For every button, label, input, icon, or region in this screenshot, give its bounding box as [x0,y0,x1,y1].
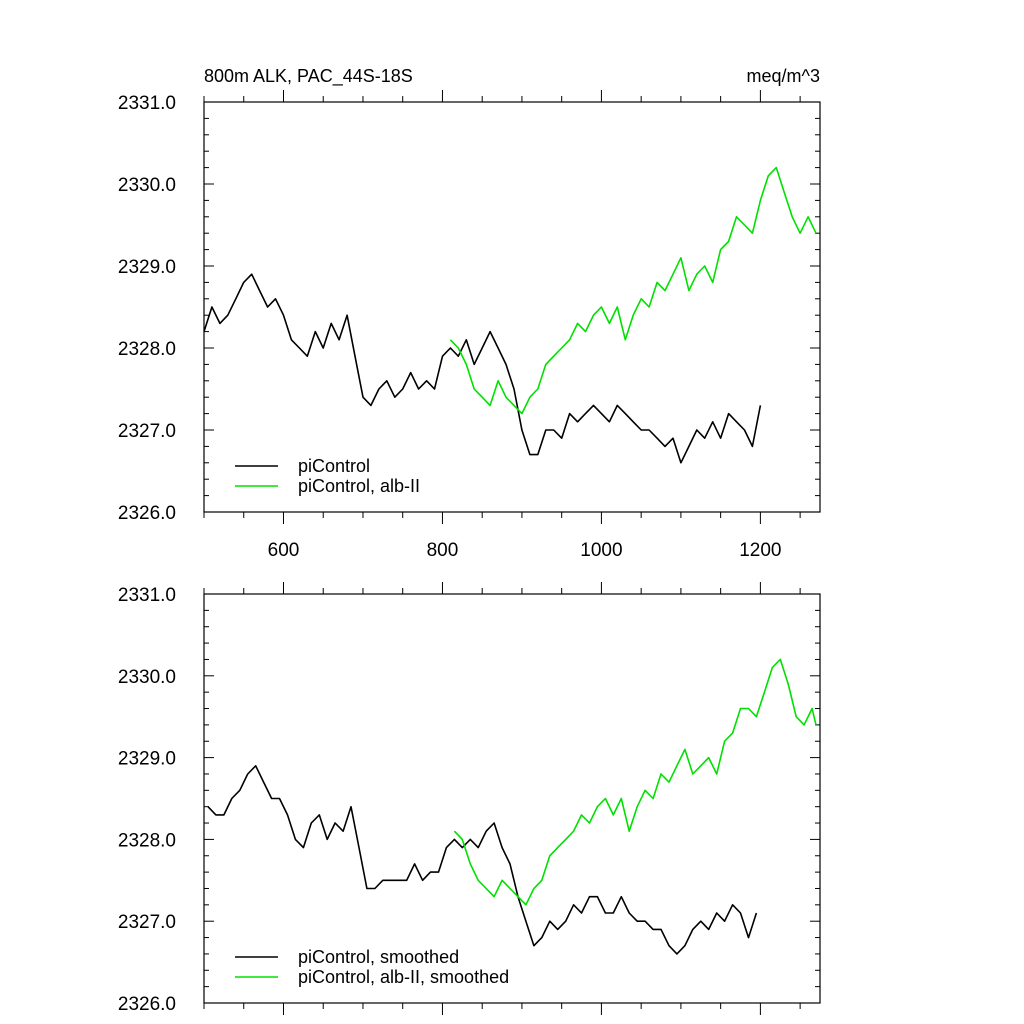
y-tick-label: 2328.0 [118,339,176,360]
x-tick-label: 1200 [739,540,781,561]
y-tick-label: 2328.0 [118,830,176,851]
top-panel-units: meq/m^3 [747,66,820,86]
top-panel: 800m ALK, PAC_44S-18S meq/m^3 2326.0 2327… [118,66,821,561]
plot-frame [203,593,821,1004]
y-tick-label: 2327.0 [118,421,176,442]
y-tick-label: 2330.0 [118,175,176,196]
series-line-picontrol-alb-ii [453,658,817,906]
plot-frame [203,101,821,513]
x-tick-label: 800 [427,540,459,561]
y-tick-label: 2331.0 [118,585,176,606]
y-tick-label: 2326.0 [118,503,176,524]
series-line-picontrol [207,764,758,955]
x-tick-label: 600 [268,540,300,561]
legend-label: piControl [298,456,370,476]
bottom-panel: 2326.0 2327.0 2328.0 2329.0 2330.0 2331.0 piCo… [118,582,821,1015]
legend-label: piControl, alb-II [298,476,420,496]
y-tick-label: 2331.0 [118,93,176,114]
y-tick-label: 2329.0 [118,257,176,278]
series-line-picontrol [203,273,762,464]
y-tick-label: 2329.0 [118,749,176,770]
y-tick-label: 2327.0 [118,912,176,933]
y-tick-label: 2330.0 [118,667,176,688]
series-line-picontrol-alb-ii [449,166,817,415]
top-panel-title: 800m ALK, PAC_44S-18S [204,66,413,87]
x-tick-label: 1000 [580,540,622,561]
legend-label: piControl, smoothed [298,947,459,967]
legend-label: piControl, alb-II, smoothed [298,967,509,987]
y-tick-label: 2326.0 [118,994,176,1015]
